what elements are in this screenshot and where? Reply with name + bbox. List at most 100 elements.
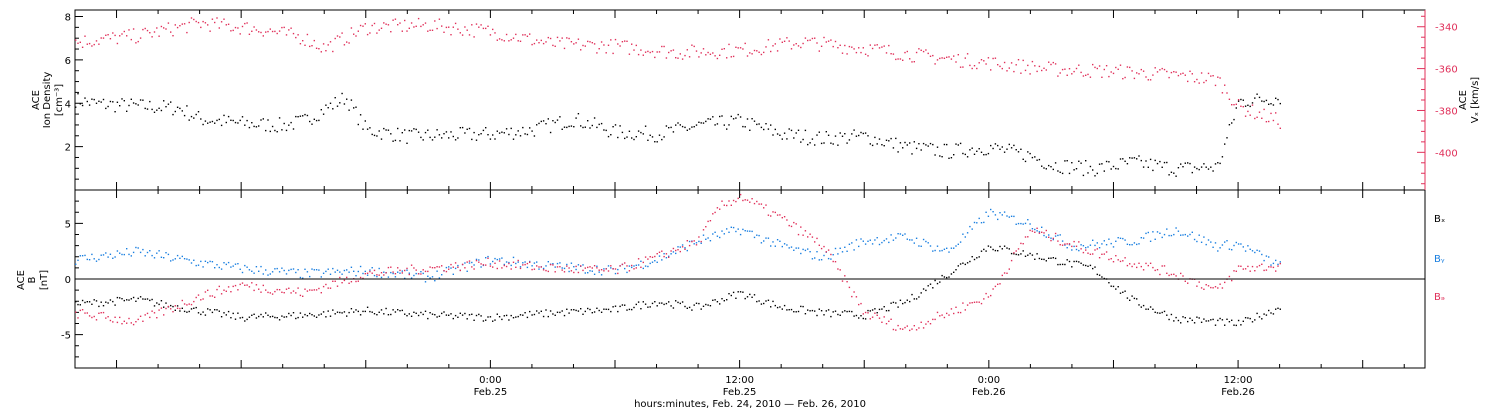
bz-point bbox=[410, 264, 413, 266]
bx-point bbox=[980, 250, 983, 252]
bx-point bbox=[663, 303, 665, 306]
bz-point bbox=[1133, 263, 1136, 265]
bz-point bbox=[825, 251, 827, 253]
vx-point bbox=[197, 21, 200, 24]
by-point bbox=[376, 275, 378, 278]
bz-point bbox=[487, 257, 489, 259]
vx-point bbox=[809, 39, 811, 41]
density-point bbox=[915, 147, 918, 150]
bx-point bbox=[707, 304, 709, 306]
bx-point bbox=[86, 301, 88, 303]
vx-point bbox=[781, 41, 783, 43]
bx-point bbox=[811, 309, 814, 312]
by-point bbox=[742, 228, 744, 231]
vx-point bbox=[84, 35, 86, 37]
density-point bbox=[1092, 169, 1094, 171]
density-point bbox=[200, 118, 202, 120]
bz-point bbox=[1068, 243, 1071, 245]
bx-point bbox=[596, 307, 598, 309]
density-point bbox=[1205, 166, 1207, 168]
by-point bbox=[763, 240, 765, 242]
density-point bbox=[197, 111, 200, 113]
bz-point bbox=[471, 266, 473, 268]
density-point bbox=[1024, 160, 1027, 163]
bz-point bbox=[756, 200, 758, 203]
density-point bbox=[786, 138, 788, 140]
bx-point bbox=[610, 310, 612, 313]
by-point bbox=[897, 233, 899, 235]
bz-point bbox=[311, 289, 313, 291]
bz-point bbox=[1198, 281, 1200, 283]
by-point bbox=[253, 272, 255, 274]
vx-point bbox=[452, 26, 454, 28]
density-point bbox=[183, 114, 186, 117]
density-point bbox=[1142, 166, 1145, 168]
bz-point bbox=[962, 302, 964, 304]
vx-point bbox=[1170, 71, 1173, 74]
by-point bbox=[1240, 243, 1242, 245]
bz-point bbox=[195, 296, 197, 299]
bz-point bbox=[902, 328, 904, 330]
density-point bbox=[1059, 171, 1061, 173]
by-point bbox=[818, 259, 820, 261]
bx-point bbox=[536, 310, 538, 312]
vx-point bbox=[1064, 68, 1066, 70]
vx-point bbox=[214, 21, 216, 24]
bz-point bbox=[781, 217, 783, 219]
vx-point bbox=[649, 51, 651, 54]
bx-point bbox=[552, 313, 554, 315]
by-point bbox=[899, 233, 902, 235]
bz-point bbox=[93, 315, 95, 318]
bx-point bbox=[1268, 309, 1270, 312]
bz-point bbox=[830, 253, 832, 256]
bz-point bbox=[200, 299, 202, 301]
by-point bbox=[795, 247, 797, 249]
by-point bbox=[936, 245, 939, 247]
density-point bbox=[496, 130, 498, 132]
bz-point bbox=[983, 298, 985, 300]
density-point bbox=[373, 134, 376, 137]
bx-point bbox=[436, 316, 438, 318]
bz-point bbox=[726, 204, 728, 207]
bx-point bbox=[487, 316, 489, 318]
by-point bbox=[1066, 247, 1068, 249]
vx-point bbox=[909, 58, 911, 60]
bx-point bbox=[795, 311, 797, 313]
by-point bbox=[390, 271, 392, 274]
by-point bbox=[179, 257, 181, 259]
bz-point bbox=[547, 270, 549, 273]
by-point bbox=[1129, 244, 1131, 246]
vx-point bbox=[1159, 69, 1161, 71]
density-point bbox=[378, 130, 380, 132]
vx-point bbox=[348, 42, 350, 44]
vx-point bbox=[183, 23, 186, 25]
bx-point bbox=[681, 301, 684, 303]
bz-point bbox=[1098, 257, 1101, 259]
vx-point bbox=[297, 34, 299, 36]
density-point bbox=[158, 107, 160, 109]
density-point bbox=[1098, 163, 1101, 165]
bx-point bbox=[225, 314, 227, 316]
density-point bbox=[475, 139, 478, 141]
bx-point bbox=[1078, 261, 1080, 263]
bx-point bbox=[746, 296, 749, 298]
density-point bbox=[637, 130, 640, 132]
vx-point bbox=[172, 35, 174, 37]
bz-point bbox=[658, 251, 661, 253]
by-point bbox=[1247, 245, 1249, 247]
bz-point bbox=[163, 314, 165, 316]
vx-point bbox=[716, 57, 719, 60]
by-point bbox=[251, 270, 253, 272]
bz-point bbox=[1064, 243, 1066, 245]
vx-point bbox=[589, 41, 591, 43]
vx-point bbox=[851, 46, 853, 48]
bz-point bbox=[443, 270, 445, 272]
density-point bbox=[885, 139, 888, 141]
density-point bbox=[698, 121, 700, 123]
bx-point bbox=[990, 246, 992, 248]
bz-point bbox=[1256, 266, 1258, 268]
bz-point bbox=[607, 270, 610, 272]
bx-point bbox=[471, 313, 473, 315]
vx-point bbox=[765, 46, 767, 48]
density-point bbox=[862, 132, 864, 135]
